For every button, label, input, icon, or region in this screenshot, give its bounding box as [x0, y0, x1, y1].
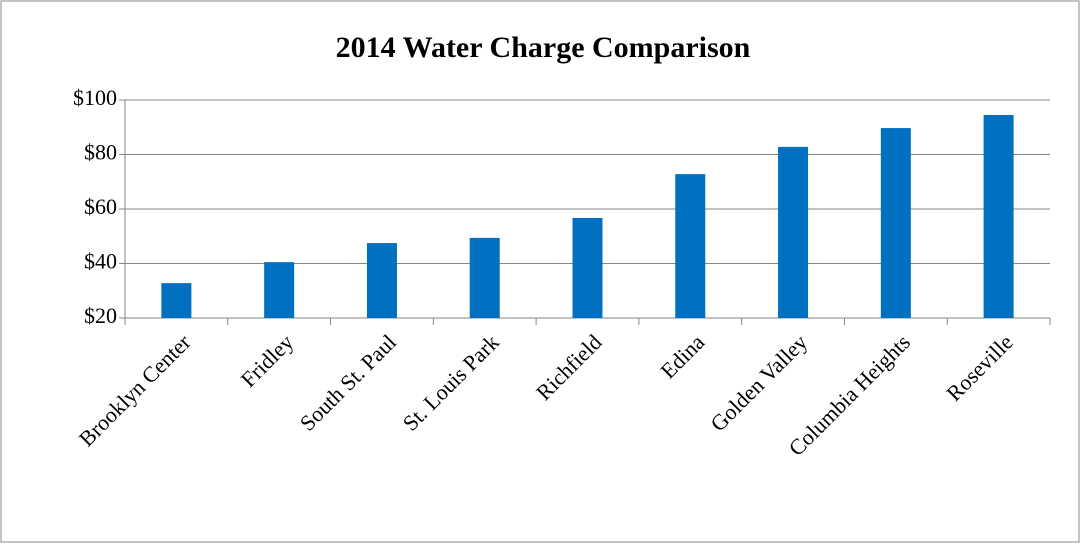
y-tick-label: $60	[84, 194, 117, 219]
y-tick-label: $80	[84, 140, 117, 165]
bar	[366, 243, 397, 318]
bar	[264, 262, 295, 318]
bar	[778, 146, 809, 318]
y-tick-label: $40	[84, 249, 117, 274]
bar	[161, 283, 192, 318]
bar	[469, 237, 500, 318]
bar	[572, 217, 603, 318]
chart-title: 2014 Water Charge Comparison	[336, 31, 751, 64]
y-tick-label: $100	[73, 85, 117, 110]
y-tick-label: $20	[84, 303, 117, 328]
bar	[675, 174, 706, 318]
bar	[880, 128, 911, 318]
bar	[983, 114, 1014, 318]
